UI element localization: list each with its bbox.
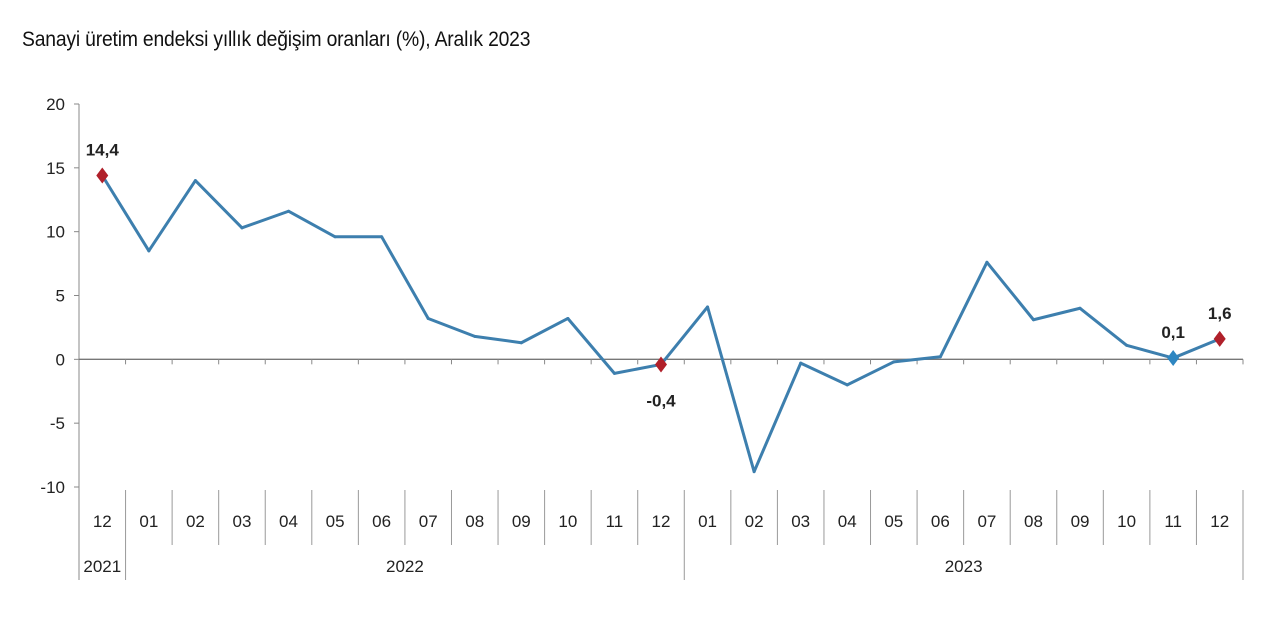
x-tick-label: 02 — [186, 512, 205, 531]
x-tick-label: 11 — [606, 512, 624, 531]
x-tick-label: 12 — [652, 512, 671, 531]
data-point — [287, 209, 291, 213]
x-tick-label: 01 — [139, 512, 158, 531]
data-point — [380, 235, 384, 239]
y-tick-label: 5 — [56, 287, 65, 306]
diamond-marker — [655, 356, 667, 373]
series-line — [101, 174, 1221, 474]
x-tick-label: 06 — [931, 512, 950, 531]
x-tick-label: 07 — [419, 512, 438, 531]
data-point — [473, 334, 477, 338]
diamond-marker — [96, 167, 109, 184]
data-point — [799, 361, 803, 365]
year-label: 2021 — [83, 557, 121, 576]
data-label: -0,4 — [646, 391, 676, 410]
x-tick-label: 03 — [791, 512, 810, 531]
data-point — [240, 226, 244, 230]
y-tick-label: 10 — [46, 223, 65, 242]
x-tick-label: 10 — [558, 512, 577, 531]
data-point — [706, 305, 710, 309]
data-label: 0,1 — [1161, 323, 1185, 342]
chart-title: Sanayi üretim endeksi yıllık değişim ora… — [22, 28, 531, 51]
data-label: 1,6 — [1208, 304, 1232, 323]
data-point — [1078, 306, 1082, 310]
data-point — [845, 383, 849, 387]
x-tick-label: 06 — [372, 512, 391, 531]
x-tick-label: 05 — [884, 512, 903, 531]
y-tick-label: 0 — [56, 350, 65, 369]
x-tick-label: 05 — [326, 512, 345, 531]
y-tick-label: 15 — [46, 159, 65, 178]
data-point — [193, 179, 197, 183]
x-tick-label: 08 — [465, 512, 484, 531]
year-label: 2022 — [386, 557, 424, 576]
data-point — [1125, 343, 1129, 347]
data-point — [147, 249, 151, 253]
x-tick-label: 07 — [977, 512, 996, 531]
data-point — [333, 235, 337, 239]
data-point — [938, 355, 942, 359]
x-tick-label: 09 — [1071, 512, 1090, 531]
data-point — [892, 360, 896, 364]
x-tick-label: 12 — [93, 512, 112, 531]
data-point — [519, 341, 523, 345]
x-tick-label: 04 — [838, 512, 857, 531]
x-tick-label: 08 — [1024, 512, 1043, 531]
data-point — [566, 316, 570, 320]
data-label: 14,4 — [86, 140, 120, 159]
x-tick-label: 11 — [1164, 512, 1182, 531]
diamond-marker — [1213, 330, 1226, 347]
y-tick-label: -5 — [50, 414, 65, 433]
data-point — [985, 260, 989, 264]
x-tick-label: 03 — [232, 512, 251, 531]
year-label: 2023 — [945, 557, 983, 576]
x-tick-label: 10 — [1117, 512, 1136, 531]
x-tick-label: 01 — [698, 512, 717, 531]
data-point — [1031, 318, 1035, 322]
data-point — [612, 371, 616, 375]
x-tick-label: 04 — [279, 512, 298, 531]
x-tick-label: 02 — [745, 512, 764, 531]
x-tick-label: 09 — [512, 512, 531, 531]
y-tick-label: 20 — [46, 95, 65, 114]
x-tick-label: 12 — [1210, 512, 1229, 531]
data-point — [426, 316, 430, 320]
data-point — [752, 470, 756, 474]
y-tick-label: -10 — [40, 478, 65, 497]
diamond-marker — [1167, 350, 1180, 367]
